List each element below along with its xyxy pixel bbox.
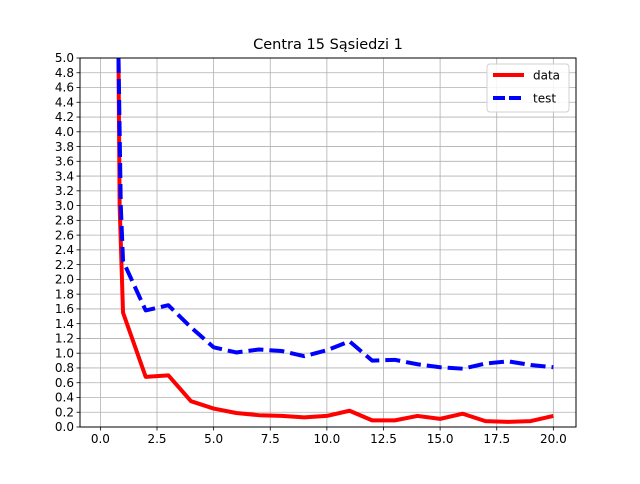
series-line-test bbox=[116, 58, 554, 371]
y-tick-label: 3.6 bbox=[55, 155, 74, 169]
y-tick-label: 3.4 bbox=[55, 169, 74, 183]
x-tick-label: 5.0 bbox=[204, 432, 223, 446]
y-tick-label: 1.0 bbox=[55, 346, 74, 360]
y-axis-ticks: 0.00.20.40.60.81.01.21.41.61.82.02.22.42… bbox=[55, 51, 80, 434]
x-tick-label: 17.5 bbox=[483, 432, 510, 446]
x-tick-label: 10.0 bbox=[314, 432, 341, 446]
y-tick-label: 4.6 bbox=[55, 81, 74, 95]
y-tick-label: 4.4 bbox=[55, 95, 74, 109]
x-tick-label: 15.0 bbox=[427, 432, 454, 446]
y-tick-label: 3.2 bbox=[55, 184, 74, 198]
x-tick-label: 7.5 bbox=[261, 432, 280, 446]
y-tick-label: 2.4 bbox=[55, 243, 74, 257]
y-tick-label: 1.4 bbox=[55, 317, 74, 331]
legend-label-test: test bbox=[533, 92, 556, 106]
series-line-data bbox=[116, 58, 554, 424]
y-tick-label: 4.0 bbox=[55, 125, 74, 139]
y-tick-label: 0.2 bbox=[55, 405, 74, 419]
y-tick-label: 2.8 bbox=[55, 214, 74, 228]
y-tick-label: 3.8 bbox=[55, 140, 74, 154]
y-tick-label: 2.2 bbox=[55, 258, 74, 272]
y-tick-label: 2.0 bbox=[55, 273, 74, 287]
y-tick-label: 1.6 bbox=[55, 302, 74, 316]
y-tick-label: 4.8 bbox=[55, 66, 74, 80]
chart-title: Centra 15 Sąsiedzi 1 bbox=[253, 37, 403, 53]
chart-legend: data test bbox=[486, 63, 570, 113]
y-tick-label: 2.6 bbox=[55, 228, 74, 242]
y-tick-label: 5.0 bbox=[55, 51, 74, 65]
y-tick-label: 0.8 bbox=[55, 361, 74, 375]
y-tick-label: 1.8 bbox=[55, 287, 74, 301]
series-lines bbox=[116, 58, 554, 424]
y-tick-label: 1.2 bbox=[55, 332, 74, 346]
legend-label-data: data bbox=[533, 69, 560, 83]
plot-frame bbox=[79, 57, 577, 428]
y-tick-label: 4.2 bbox=[55, 110, 74, 124]
x-tick-label: 2.5 bbox=[147, 432, 166, 446]
x-axis-ticks: 0.0 2.5 5.0 7.5 10.0 12.5 15.0 17.5 20.0 bbox=[91, 427, 567, 446]
x-tick-label: 12.5 bbox=[370, 432, 397, 446]
y-tick-label: 0.0 bbox=[55, 420, 74, 434]
y-tick-label: 3.0 bbox=[55, 199, 74, 213]
y-tick-label: 0.6 bbox=[55, 376, 74, 390]
x-tick-label: 20.0 bbox=[540, 432, 567, 446]
x-tick-label: 0.0 bbox=[91, 432, 110, 446]
y-tick-label: 0.4 bbox=[55, 391, 74, 405]
